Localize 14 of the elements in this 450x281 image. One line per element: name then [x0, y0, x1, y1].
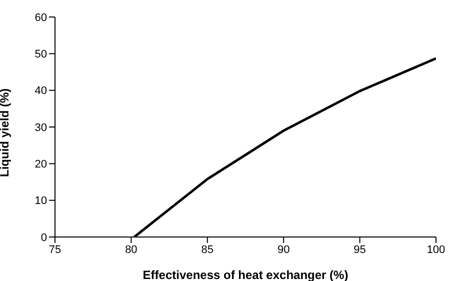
x-tick-label: 95: [354, 244, 366, 256]
x-tick-label: 100: [426, 244, 446, 256]
y-tick-label: 50: [34, 48, 47, 61]
x-tick-label: 80: [125, 244, 138, 256]
y-tick-label: 20: [34, 158, 47, 171]
x-tick-label: 90: [277, 244, 290, 256]
y-tick-label: 60: [34, 12, 47, 24]
y-tick-label: 30: [34, 122, 47, 134]
y-tick-label: 10: [34, 195, 47, 208]
y-tick-label: 40: [34, 85, 47, 98]
x-tick-label: 75: [48, 244, 62, 256]
y-tick-label: 0: [40, 232, 47, 244]
y-axis-title: Liquid yield (%): [0, 88, 12, 177]
x-tick-label: 85: [201, 244, 214, 256]
